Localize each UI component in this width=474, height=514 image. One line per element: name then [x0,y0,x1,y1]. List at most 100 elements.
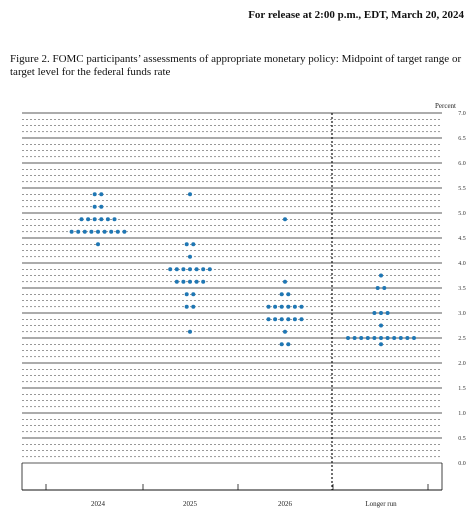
y-tick-label: 1.0 [458,411,466,417]
participant-dot [286,317,291,322]
participant-dot [405,336,410,340]
participant-dot [379,323,383,328]
y-tick-label: 0.5 [458,436,466,442]
participant-dot [191,292,196,297]
participant-dot [359,336,364,340]
participant-dot [188,267,192,272]
participant-dot [283,329,287,334]
participant-dot [379,336,383,340]
participant-dot [266,317,271,322]
dot-markers [69,192,416,347]
participant-dot [352,336,357,340]
participant-dot [279,317,284,322]
participant-dot [398,336,403,340]
participant-dot [109,229,114,234]
participant-dot [266,304,271,309]
y-tick-label: 3.5 [458,286,466,292]
participant-dot [299,317,304,322]
y-tick-label: 4.0 [458,261,466,267]
participant-dot [188,254,192,259]
y-tick-label: 5.0 [458,211,466,217]
participant-dot [283,279,287,284]
participant-dot [184,304,189,309]
participant-dot [99,192,104,197]
y-axis-unit-label: Percent [435,102,456,110]
participant-dot [372,336,377,340]
participant-dot [99,204,104,209]
participant-dot [379,311,383,315]
y-tick-label: 5.5 [458,186,466,192]
x-category-label: 2024 [91,500,106,508]
participant-dot [299,304,304,309]
participant-dot [372,311,377,315]
participant-dot [379,273,383,278]
participant-dot [279,304,284,309]
participant-dot [385,336,390,340]
y-tick-label: 4.5 [458,236,466,242]
participant-dot [412,336,416,340]
participant-dot [188,192,192,197]
participant-dot [181,267,186,272]
participant-dot [188,329,192,334]
participant-dot [375,286,380,290]
release-note: For release at 2:00 p.m., EDT, March 20,… [248,9,464,21]
participant-dot [279,292,284,297]
participant-dot [184,242,189,247]
participant-dot [79,217,84,222]
participant-dot [273,317,278,322]
y-tick-label: 2.0 [458,361,466,367]
y-tick-label: 6.5 [458,136,466,142]
participant-dot [86,217,91,222]
participant-dot [292,304,297,309]
participant-dot [191,242,196,247]
participant-dot [286,342,291,347]
participant-dot [122,229,127,234]
participant-dot [89,229,94,234]
participant-dot [201,279,206,284]
grid-lines [22,112,442,464]
participant-dot [115,229,120,234]
participant-dot [112,217,117,222]
participant-dot [96,229,100,234]
y-tick-label: 2.5 [458,336,466,342]
y-tick-label: 7.0 [458,111,466,117]
participant-dot [194,267,199,272]
participant-dot [273,304,278,309]
participant-dot [102,229,107,234]
participant-dot [201,267,206,272]
participant-dot [105,217,110,222]
y-tick-labels: 0.0 0.5 1.0 1.5 2.0 2.5 3.0 3.5 4.0 4.5 5.0 5.5 6.0 6… [458,111,466,467]
participant-dot [191,304,196,309]
participant-dot [96,242,100,247]
participant-dot [168,267,173,272]
participant-dot [174,267,179,272]
participant-dot [194,279,199,284]
participant-dot [207,267,212,272]
participant-dot [174,279,179,284]
participant-dot [286,292,291,297]
participant-dot [82,229,87,234]
participant-dot [365,336,370,340]
participant-dot [188,279,192,284]
participant-dot [385,311,390,315]
y-tick-label: 0.0 [458,461,466,467]
participant-dot [379,342,383,347]
x-category-label: 2026 [278,500,293,508]
participant-dot [346,336,350,340]
participant-dot [283,217,287,222]
participant-dot [92,217,97,222]
participant-dot [392,336,397,340]
participant-dot [99,217,104,222]
participant-dot [92,192,97,197]
x-category-label: 2025 [183,500,198,508]
participant-dot [92,204,97,209]
participant-dot [279,342,284,347]
y-tick-label: 6.0 [458,161,466,167]
y-tick-label: 3.0 [458,311,466,317]
participant-dot [184,292,189,297]
y-tick-label: 1.5 [458,386,466,392]
participant-dot [76,229,81,234]
participant-dot [181,279,186,284]
x-category-label: Longer run [365,500,397,508]
